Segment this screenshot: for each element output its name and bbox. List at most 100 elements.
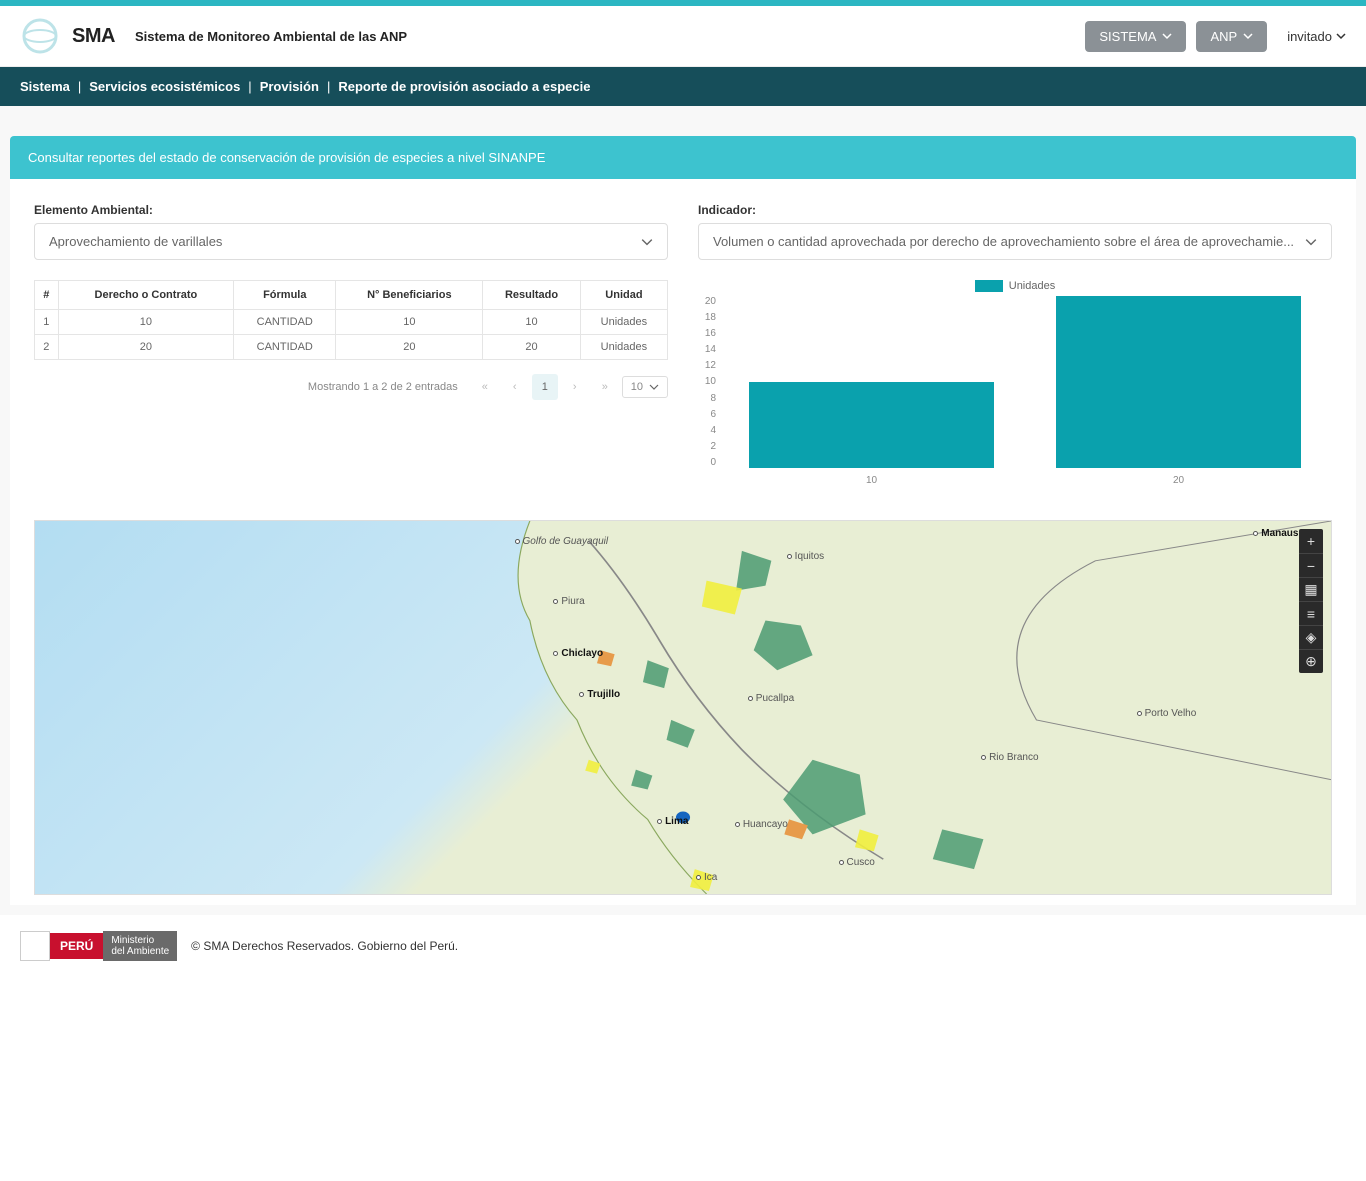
pager-first[interactable]: «: [472, 374, 498, 400]
table-cell: 20: [483, 335, 581, 360]
map-city-label: Trujillo: [579, 689, 620, 700]
chevron-down-icon: [641, 236, 653, 248]
indicador-label: Indicador:: [698, 203, 1332, 217]
pager-size-value: 10: [631, 381, 643, 393]
x-axis: 1020: [718, 475, 1332, 486]
table-cell: 20: [58, 335, 233, 360]
filter-row: Elemento Ambiental: Aprovechamiento de v…: [34, 203, 1332, 260]
indicador-col: Indicador: Volumen o cantidad aprovechad…: [698, 203, 1332, 260]
table-cell: 10: [58, 310, 233, 335]
breadcrumb-item[interactable]: Servicios ecosistémicos: [89, 79, 240, 94]
breadcrumb-item[interactable]: Provisión: [260, 79, 319, 94]
pager-last[interactable]: »: [592, 374, 618, 400]
breadcrumb: Sistema | Servicios ecosistémicos | Provis…: [0, 67, 1366, 106]
map-zoom-out[interactable]: −: [1299, 553, 1323, 577]
elemento-label: Elemento Ambiental:: [34, 203, 668, 217]
indicador-select[interactable]: Volumen o cantidad aprovechada por derec…: [698, 223, 1332, 260]
escudo-icon: [20, 931, 50, 961]
breadcrumb-item[interactable]: Reporte de provisión asociado a especie: [338, 79, 590, 94]
elemento-col: Elemento Ambiental: Aprovechamiento de v…: [34, 203, 668, 260]
bars-region: [718, 296, 1332, 468]
elemento-value: Aprovechamiento de varillales: [49, 234, 641, 249]
table-cell: 2: [35, 335, 59, 360]
map-city-label: Huancayo: [735, 819, 788, 830]
map-locate-icon[interactable]: ⊕: [1299, 649, 1323, 673]
header: SMA Sistema de Monitoreo Ambiental de la…: [0, 6, 1366, 67]
table-cell: CANTIDAD: [234, 310, 336, 335]
table-header: Fórmula: [234, 281, 336, 310]
map-zoom-in[interactable]: +: [1299, 529, 1323, 553]
header-actions: SISTEMA ANP invitado: [1085, 21, 1346, 52]
map-city-label: Lima: [657, 816, 688, 827]
bar-chart: Unidades 20181614121086420 1020: [698, 280, 1332, 500]
map-city-label: Chiclayo: [553, 648, 603, 659]
pager-size-select[interactable]: 10: [622, 376, 668, 398]
map-city-label: Pucallpa: [748, 693, 794, 704]
chevron-down-icon: [1162, 31, 1172, 41]
table-cell: Unidades: [580, 310, 667, 335]
page-content: Consultar reportes del estado de conserv…: [0, 106, 1366, 915]
legend-swatch: [975, 280, 1003, 292]
chart-bar: [749, 382, 995, 468]
map-toolbar: + − ▦ ≡ ◈ ⊕: [1299, 529, 1323, 673]
table-cell: 10: [336, 310, 483, 335]
breadcrumb-sep: |: [248, 79, 251, 94]
anp-dropdown-label: ANP: [1210, 29, 1237, 44]
legend-label: Unidades: [1009, 280, 1055, 292]
map-city-label: Porto Velho: [1137, 708, 1197, 719]
footer-emblem: PERÚ Ministerio del Ambiente: [20, 931, 177, 961]
map-city-label: Piura: [553, 596, 584, 607]
map-layers-icon[interactable]: ◈: [1299, 625, 1323, 649]
indicador-value: Volumen o cantidad aprovechada por derec…: [713, 234, 1305, 249]
table-header: N° Beneficiarios: [336, 281, 483, 310]
footer: PERÚ Ministerio del Ambiente © SMA Derec…: [0, 915, 1366, 977]
sistema-dropdown-label: SISTEMA: [1099, 29, 1156, 44]
sistema-dropdown[interactable]: SISTEMA: [1085, 21, 1186, 52]
pager-info: Mostrando 1 a 2 de 2 entradas: [308, 381, 458, 393]
table-row: 220CANTIDAD2020Unidades: [35, 335, 668, 360]
table-cell: 1: [35, 310, 59, 335]
chevron-down-icon: [1243, 31, 1253, 41]
pager-prev[interactable]: ‹: [502, 374, 528, 400]
map-city-label: Manaus: [1253, 528, 1298, 539]
logo-text: SMA: [72, 25, 115, 48]
map-city-label: Ica: [696, 872, 717, 883]
content-row: #Derecho o ContratoFórmulaN° Beneficiari…: [34, 280, 1332, 500]
elemento-select[interactable]: Aprovechamiento de varillales: [34, 223, 668, 260]
logo: SMA Sistema de Monitoreo Ambiental de la…: [20, 16, 407, 56]
map-city-label: Rio Branco: [981, 752, 1038, 763]
table-cell: CANTIDAD: [234, 335, 336, 360]
map-grid-icon[interactable]: ▦: [1299, 577, 1323, 601]
table-header: Derecho o Contrato: [58, 281, 233, 310]
table-header: Resultado: [483, 281, 581, 310]
table-row: 110CANTIDAD1010Unidades: [35, 310, 668, 335]
pager: Mostrando 1 a 2 de 2 entradas « ‹ 1 › » …: [34, 360, 668, 414]
user-menu[interactable]: invitado: [1287, 29, 1346, 44]
ministerio-label: Ministerio del Ambiente: [103, 931, 177, 961]
chart-legend: Unidades: [698, 280, 1332, 292]
map-city-label: Iquitos: [787, 551, 824, 562]
chevron-down-icon: [1305, 236, 1317, 248]
map-list-icon[interactable]: ≡: [1299, 601, 1323, 625]
table-cell: 20: [336, 335, 483, 360]
chevron-down-icon: [649, 382, 659, 392]
y-axis: 20181614121086420: [700, 296, 716, 468]
peru-label: PERÚ: [50, 933, 103, 959]
table-header: #: [35, 281, 59, 310]
table-section: #Derecho o ContratoFórmulaN° Beneficiari…: [34, 280, 668, 414]
panel-body: Elemento Ambiental: Aprovechamiento de v…: [10, 179, 1356, 905]
table-cell: 10: [483, 310, 581, 335]
map[interactable]: Golfo de Guayaquil Iquitos Manaus Piura Chic…: [34, 520, 1332, 895]
pager-next[interactable]: ›: [562, 374, 588, 400]
logo-icon: [20, 16, 60, 56]
logo-subtitle: Sistema de Monitoreo Ambiental de las AN…: [135, 29, 407, 44]
data-table: #Derecho o ContratoFórmulaN° Beneficiari…: [34, 280, 668, 360]
map-city-label: Golfo de Guayaquil: [515, 536, 609, 547]
breadcrumb-item[interactable]: Sistema: [20, 79, 70, 94]
user-label: invitado: [1287, 29, 1332, 44]
chart-section: Unidades 20181614121086420 1020: [698, 280, 1332, 500]
breadcrumb-sep: |: [78, 79, 81, 94]
footer-copy: © SMA Derechos Reservados. Gobierno del …: [191, 939, 458, 953]
anp-dropdown[interactable]: ANP: [1196, 21, 1267, 52]
pager-page[interactable]: 1: [532, 374, 558, 400]
